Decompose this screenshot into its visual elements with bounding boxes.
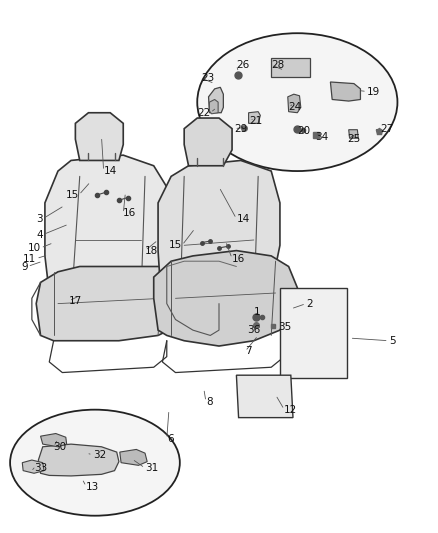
- Text: 8: 8: [206, 397, 212, 407]
- Text: 14: 14: [237, 214, 250, 224]
- Polygon shape: [249, 112, 260, 123]
- Ellipse shape: [10, 410, 180, 516]
- Polygon shape: [154, 251, 297, 346]
- Text: 36: 36: [247, 325, 260, 335]
- Text: 16: 16: [123, 208, 137, 219]
- Text: 4: 4: [36, 230, 43, 240]
- Text: 14: 14: [104, 166, 117, 176]
- Polygon shape: [75, 113, 123, 160]
- Text: 25: 25: [347, 134, 360, 144]
- Text: 9: 9: [21, 262, 28, 271]
- Polygon shape: [158, 160, 280, 330]
- Text: 5: 5: [389, 336, 396, 346]
- Text: 21: 21: [250, 116, 263, 126]
- Text: 13: 13: [86, 481, 99, 491]
- Bar: [271, 58, 311, 77]
- Text: 10: 10: [28, 243, 41, 253]
- Text: 20: 20: [297, 126, 311, 136]
- Text: 33: 33: [34, 463, 47, 473]
- Polygon shape: [288, 94, 301, 113]
- Text: 7: 7: [245, 346, 252, 357]
- Text: 15: 15: [169, 240, 182, 251]
- Polygon shape: [36, 266, 193, 341]
- Text: 15: 15: [66, 190, 79, 200]
- Text: 24: 24: [289, 102, 302, 112]
- Polygon shape: [237, 375, 293, 418]
- Polygon shape: [330, 82, 360, 101]
- Text: 28: 28: [271, 60, 284, 70]
- Text: 32: 32: [93, 450, 106, 460]
- Polygon shape: [349, 130, 358, 138]
- Text: 35: 35: [278, 322, 291, 333]
- Text: 17: 17: [69, 296, 82, 306]
- Polygon shape: [22, 460, 44, 473]
- Text: 34: 34: [315, 132, 328, 142]
- Text: 2: 2: [306, 298, 313, 309]
- Polygon shape: [39, 444, 119, 476]
- Text: 12: 12: [284, 405, 297, 415]
- Text: 23: 23: [201, 73, 215, 83]
- Polygon shape: [209, 100, 218, 114]
- Text: 19: 19: [367, 86, 380, 96]
- Polygon shape: [184, 118, 232, 166]
- Polygon shape: [41, 433, 67, 447]
- Text: 16: 16: [232, 254, 245, 263]
- Text: 31: 31: [145, 463, 158, 473]
- Polygon shape: [120, 449, 147, 465]
- Text: 11: 11: [23, 254, 36, 263]
- Text: 30: 30: [53, 442, 67, 452]
- Text: 1: 1: [254, 306, 260, 317]
- FancyBboxPatch shape: [280, 288, 347, 378]
- Text: 27: 27: [380, 124, 393, 134]
- Polygon shape: [208, 87, 223, 113]
- Polygon shape: [45, 155, 171, 335]
- Text: 3: 3: [36, 214, 43, 224]
- Text: 6: 6: [167, 434, 173, 444]
- Text: 26: 26: [237, 60, 250, 70]
- Text: 29: 29: [234, 124, 247, 134]
- Text: 22: 22: [197, 108, 210, 118]
- Ellipse shape: [197, 33, 397, 171]
- Text: 18: 18: [145, 246, 158, 256]
